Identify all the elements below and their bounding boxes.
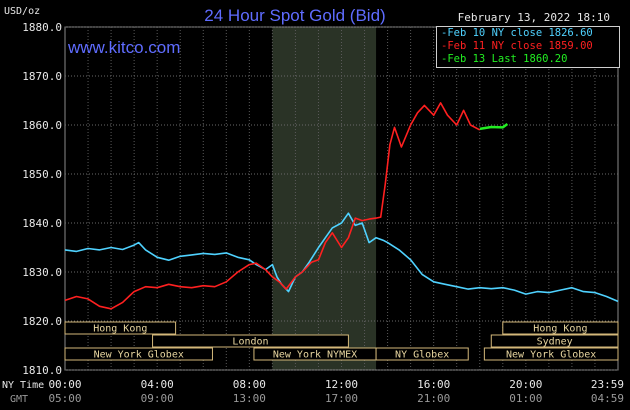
- session-label: New York NYMEX: [273, 350, 357, 361]
- y-tick-label: 1840.0: [22, 217, 62, 230]
- x-tick-label-gmt: 05:00: [48, 392, 81, 405]
- session-label: New York Globex: [506, 350, 596, 361]
- session-label: London: [232, 337, 268, 348]
- session-label: Hong Kong: [93, 324, 147, 335]
- x-tick-label-ny: 08:00: [233, 378, 266, 391]
- x-tick-label-ny: 23:59: [591, 378, 624, 391]
- session-label: Sydney: [537, 337, 573, 348]
- y-tick-label: 1870.0: [22, 70, 62, 83]
- x-tick-label-gmt: 21:00: [417, 392, 450, 405]
- x-tick-label-ny: 00:00: [48, 378, 81, 391]
- legend-item-feb13: -Feb 13 Last 1860.20: [437, 53, 619, 66]
- x-tick-label-gmt: 01:00: [509, 392, 542, 405]
- y-tick-label: 1820.0: [22, 315, 62, 328]
- session-label: NY Globex: [395, 350, 449, 361]
- x-tick-label-gmt: 09:00: [141, 392, 174, 405]
- y-tick-label: 1810.0: [22, 364, 62, 377]
- x-tick-label-gmt: 13:00: [233, 392, 266, 405]
- x-tick-label-gmt: 17:00: [325, 392, 358, 405]
- ny-time-label: NY Time: [2, 380, 44, 391]
- x-tick-label-ny: 20:00: [509, 378, 542, 391]
- y-tick-label: 1850.0: [22, 168, 62, 181]
- legend: -Feb 10 NY close 1826.60 -Feb 11 NY clos…: [436, 26, 620, 68]
- legend-item-feb11: -Feb 11 NY close 1859.00: [437, 40, 619, 53]
- y-tick-label: 1830.0: [22, 266, 62, 279]
- x-tick-label-gmt: 04:59: [591, 392, 624, 405]
- x-tick-label-ny: 12:00: [325, 378, 358, 391]
- legend-item-feb10: -Feb 10 NY close 1826.60: [437, 27, 619, 40]
- session-highlight: [272, 27, 376, 370]
- session-label: New York Globex: [94, 350, 184, 361]
- y-tick-label: 1860.0: [22, 119, 62, 132]
- gmt-label: GMT: [10, 394, 28, 405]
- x-tick-label-ny: 16:00: [417, 378, 450, 391]
- y-tick-label: 1880.0: [22, 21, 62, 34]
- brand-link[interactable]: www.kitco.com: [68, 38, 180, 58]
- x-tick-label-ny: 04:00: [141, 378, 174, 391]
- session-label: Hong Kong: [533, 324, 587, 335]
